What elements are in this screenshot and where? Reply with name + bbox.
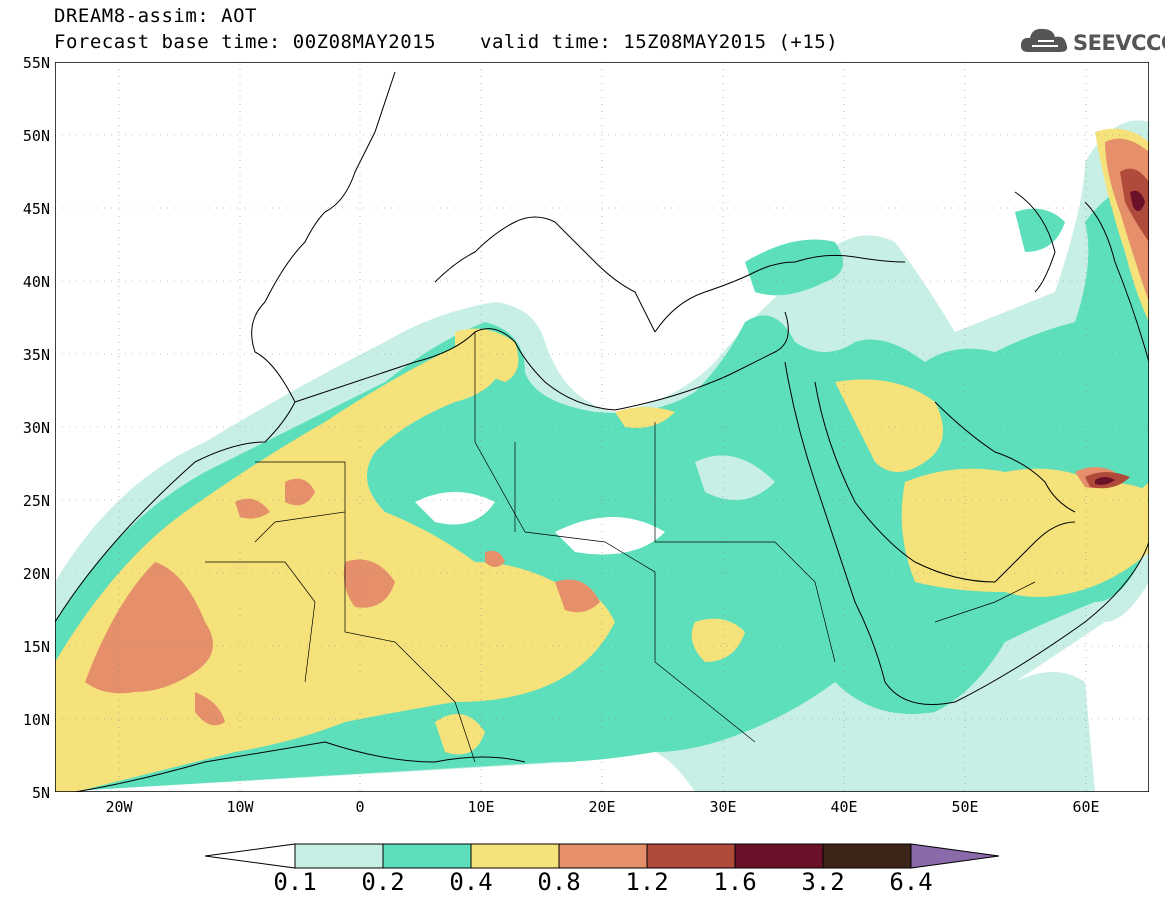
lon-label: 40E	[830, 798, 858, 816]
lat-label: 25N	[22, 492, 50, 510]
coastlines	[55, 71, 1149, 792]
aot-level-0.4	[55, 344, 615, 792]
lon-label: 20W	[105, 798, 133, 816]
grid-lines	[55, 62, 1149, 792]
colorbar-swatch	[382, 843, 472, 869]
lat-label: 15N	[22, 638, 50, 656]
aot-level-0.8	[85, 562, 213, 694]
lat-label: 50N	[22, 127, 50, 145]
colorbar-label: 1.6	[713, 868, 757, 896]
colorbar-label: 0.2	[361, 868, 405, 896]
colorbar-swatch	[646, 843, 736, 869]
logo-text: SEEVCCC	[1073, 31, 1165, 55]
lat-label: 45N	[22, 200, 50, 218]
lon-label: 20E	[588, 798, 616, 816]
colorbar-swatch	[558, 843, 648, 869]
lon-label: 10E	[467, 798, 495, 816]
forecast-base-time: Forecast base time: 00Z08MAY2015	[54, 31, 437, 53]
valid-time: valid time: 15Z08MAY2015 (+15)	[480, 31, 839, 53]
colorbar-upper-arrow	[910, 843, 1000, 869]
lat-label: 55N	[22, 54, 50, 72]
lat-label: 5N	[31, 784, 50, 802]
seevccc-logo: SEEVCCC	[1018, 24, 1165, 58]
aot-map	[55, 62, 1149, 792]
lon-label: 0	[355, 798, 365, 816]
colorbar-label: 6.4	[889, 868, 933, 896]
cloud-logo-icon	[1020, 28, 1068, 52]
colorbar-swatch	[294, 843, 384, 869]
colorbar	[205, 843, 1000, 869]
colorbar-swatch	[734, 843, 824, 869]
lon-label: 50E	[951, 798, 979, 816]
map-title: DREAM8-assim: AOT	[54, 5, 257, 27]
lon-label: 30E	[709, 798, 737, 816]
colorbar-label: 3.2	[801, 868, 845, 896]
lon-label: 10W	[226, 798, 254, 816]
lat-label: 35N	[22, 346, 50, 364]
colorbar-label: 0.1	[273, 868, 317, 896]
lat-label: 30N	[22, 419, 50, 437]
country-borders	[205, 332, 1036, 763]
lat-label: 40N	[22, 273, 50, 291]
aot-level-1.6	[1095, 477, 1115, 485]
colorbar-swatch	[822, 843, 912, 869]
lat-label: 10N	[22, 711, 50, 729]
lon-label: 60E	[1072, 798, 1100, 816]
colorbar-label: 0.8	[537, 868, 581, 896]
colorbar-swatch	[470, 843, 560, 869]
colorbar-label: 0.4	[449, 868, 493, 896]
colorbar-lower-arrow	[205, 843, 296, 869]
colorbar-label: 1.2	[625, 868, 669, 896]
lat-label: 20N	[22, 565, 50, 583]
